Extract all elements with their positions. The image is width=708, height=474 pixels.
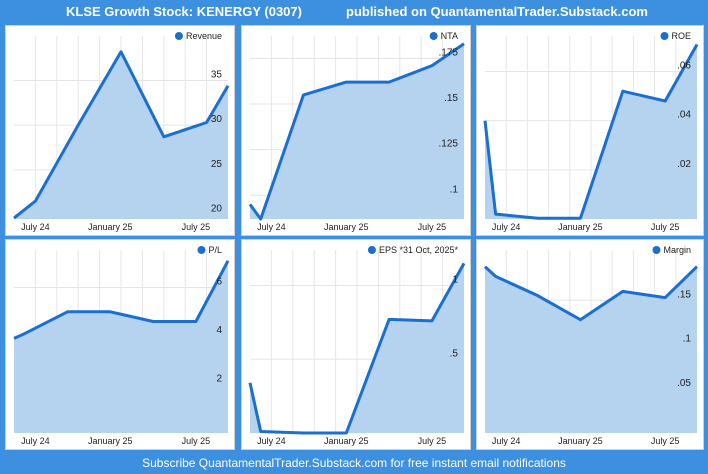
- y-tick-label: 2: [216, 374, 222, 385]
- eps-chart: .5 1 July 24 January 25 July 25 EPS *31 Oct, …: [241, 239, 471, 450]
- y-tick-label: .04: [677, 110, 691, 121]
- x-tick-label: July 25: [418, 436, 447, 446]
- chart-svg: .02 .04 .06 July 24 January 25 July 25 ROE: [483, 31, 699, 232]
- y-tick-label: .5: [450, 348, 459, 359]
- x-tick-label: July 24: [492, 222, 521, 232]
- legend-marker: [429, 32, 438, 40]
- x-tick-label: January 25: [88, 436, 133, 446]
- x-tick-label: July 24: [21, 222, 50, 232]
- x-tick-label: July 25: [182, 222, 211, 232]
- x-tick-label: January 25: [324, 222, 369, 232]
- y-tick-label: .175: [439, 47, 459, 58]
- roe-chart: .02 .04 .06 July 24 January 25 July 25 ROE: [476, 25, 704, 236]
- legend-marker: [652, 246, 661, 254]
- legend-label: Margin: [663, 245, 691, 255]
- x-tick-label: July 24: [21, 436, 50, 446]
- legend-label: P/L: [208, 245, 222, 255]
- x-tick-label: January 25: [558, 436, 603, 446]
- y-tick-label: 20: [211, 204, 223, 215]
- pl-chart: 2 4 6 July 24 January 25 July 25 P/L: [5, 239, 235, 450]
- y-tick-label: 1: [452, 275, 458, 286]
- x-tick-label: July 24: [492, 436, 521, 446]
- header-publisher: published on QuantamentalTrader.Substack…: [346, 4, 648, 19]
- x-tick-label: July 25: [182, 436, 211, 446]
- legend-label: ROE: [671, 31, 691, 41]
- y-tick-label: .15: [444, 93, 458, 104]
- series-area: [250, 263, 464, 433]
- legend-label: NTA: [441, 31, 458, 41]
- y-tick-label: .1: [450, 184, 459, 195]
- y-tick-label: 35: [211, 69, 223, 80]
- chart-svg: .1 .125 .15 .175 July 24 January 25 July 25 NTA: [248, 31, 465, 232]
- x-tick-label: July 24: [257, 222, 286, 232]
- x-tick-label: July 25: [418, 222, 447, 232]
- footer-text: Subscribe QuantamentalTrader.Substack.co…: [142, 456, 566, 470]
- legend-marker: [174, 32, 183, 40]
- series-area: [250, 43, 464, 219]
- legend-marker: [660, 32, 669, 40]
- x-tick-label: July 25: [651, 222, 680, 232]
- nta-chart: .1 .125 .15 .175 July 24 January 25 July 25 NTA: [241, 25, 471, 236]
- x-tick-label: July 25: [651, 436, 680, 446]
- y-tick-label: 25: [211, 159, 223, 170]
- y-tick-label: .1: [683, 334, 692, 345]
- legend-label: EPS *31 Oct, 2025*: [379, 245, 459, 255]
- chart-svg: 20 25 30 35 July 24 January 25 July 25 Revenue: [13, 31, 230, 232]
- series-area: [485, 266, 697, 433]
- chart-svg: .05 .1 .15 July 24 January 25 July 25 Margin: [483, 245, 699, 446]
- series-area: [14, 51, 228, 219]
- footer-banner: Subscribe QuantamentalTrader.Substack.co…: [0, 453, 708, 474]
- x-tick-label: July 24: [257, 436, 286, 446]
- chart-svg: .5 1 July 24 January 25 July 25 EPS *31 Oct, …: [248, 245, 466, 446]
- x-tick-label: January 25: [88, 222, 133, 232]
- series-area: [485, 44, 697, 219]
- chart-svg: 2 4 6 July 24 January 25 July 25 P/L: [13, 245, 230, 446]
- header-banner: KLSE Growth Stock: KENERGY (0307) publis…: [0, 0, 708, 24]
- y-tick-label: 4: [216, 325, 222, 336]
- y-tick-label: 6: [216, 277, 222, 288]
- margin-chart: .05 .1 .15 July 24 January 25 July 25 Margin: [476, 239, 704, 450]
- x-tick-label: January 25: [558, 222, 603, 232]
- series-area: [14, 260, 228, 433]
- y-tick-label: .05: [677, 378, 691, 389]
- y-tick-label: .15: [677, 289, 691, 300]
- y-tick-label: .06: [677, 61, 691, 72]
- legend-marker: [197, 246, 206, 254]
- y-tick-label: 30: [211, 114, 223, 125]
- y-tick-label: .02: [677, 159, 691, 170]
- revenue-chart: 20 25 30 35 July 24 January 25 July 25 Revenue: [5, 25, 235, 236]
- header-title: KLSE Growth Stock: KENERGY (0307): [66, 4, 302, 19]
- x-tick-label: January 25: [324, 436, 369, 446]
- y-tick-label: .125: [439, 139, 459, 150]
- legend-label: Revenue: [186, 31, 222, 41]
- legend-marker: [367, 246, 376, 254]
